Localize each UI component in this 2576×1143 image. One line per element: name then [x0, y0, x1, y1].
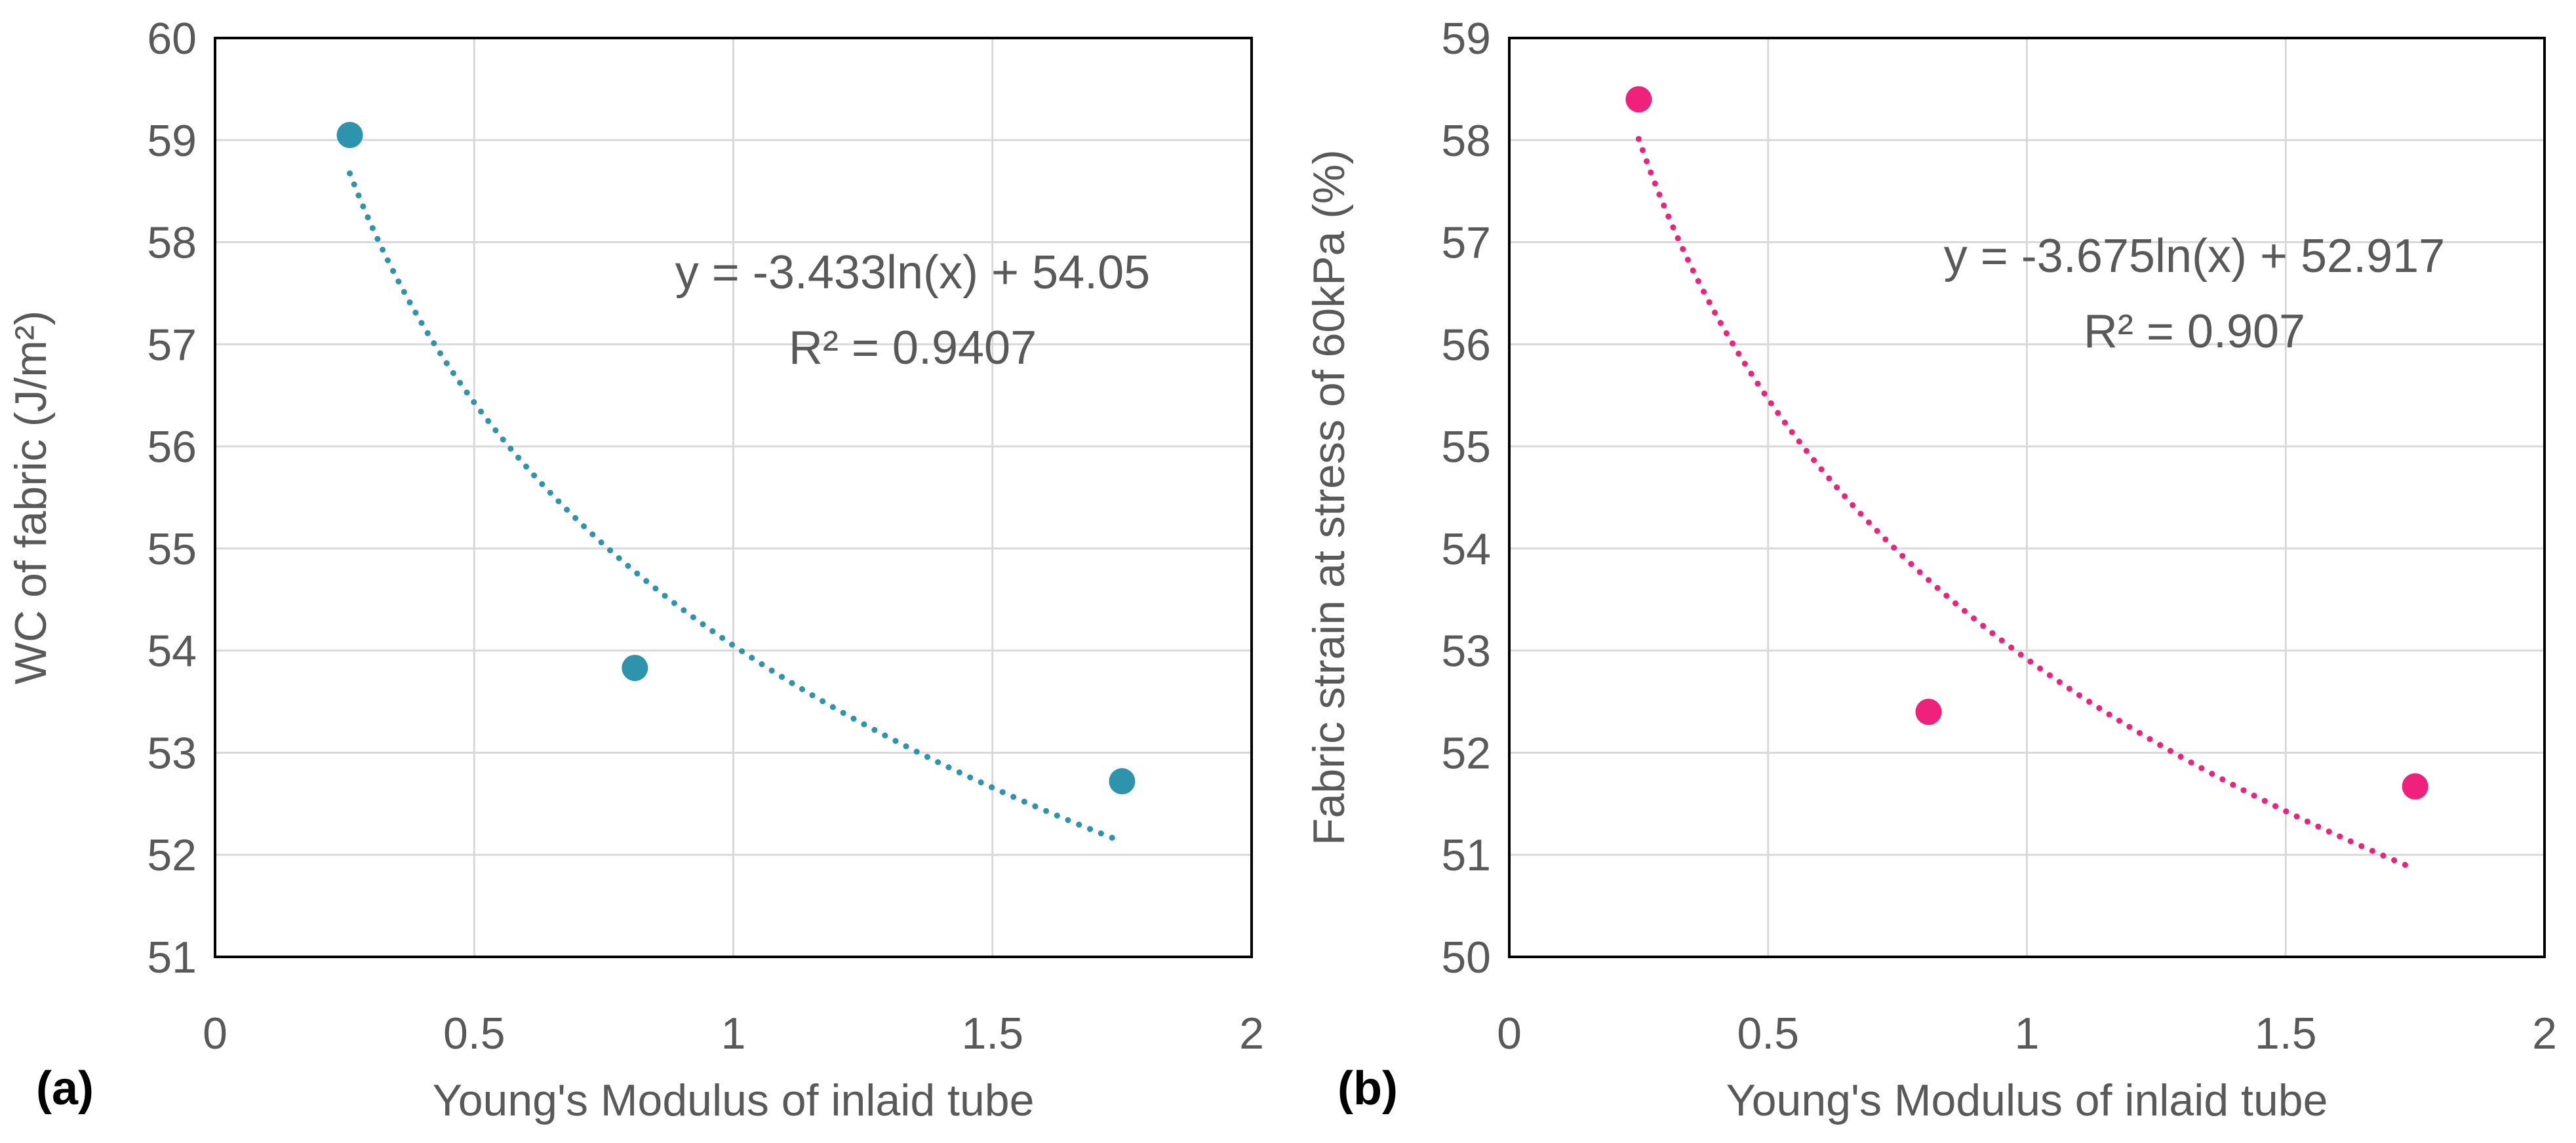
panel-label-b: (b)	[1338, 1062, 1398, 1115]
y-axis-title-b: Fabric strain at stress of 60kPa (%)	[1304, 149, 1354, 845]
y-tick-label: 54	[1441, 524, 1491, 574]
data-point	[1109, 768, 1136, 795]
y-tick-label: 59	[1441, 14, 1491, 64]
y-tick-label: 52	[1441, 728, 1491, 778]
data-point	[2402, 773, 2428, 800]
trendline-b	[1635, 136, 2419, 872]
x-axis-title-a: Young's Modulus of inlaid tube	[433, 1075, 1035, 1125]
data-point	[336, 121, 363, 148]
y-tick-label: 56	[1441, 320, 1491, 370]
plot-area-border-a	[214, 37, 1253, 958]
y-tick-label: 60	[147, 14, 197, 64]
y-tick-label: 59	[147, 116, 197, 166]
x-tick-label: 2	[2532, 1009, 2557, 1058]
x-tick-label: 2	[1239, 1009, 1264, 1058]
y-tick-label: 55	[1441, 422, 1491, 472]
trendline-equation-a: y = -3.433ln(x) + 54.05	[675, 246, 1150, 299]
x-tick-label: 0.5	[1737, 1009, 1799, 1058]
chart-panel-a: 0 0.5 1 1.5 2 51 52 53 54 55 56 57 58 59 60 y = -3.433…	[6, 14, 1264, 1125]
tick-labels-b: 0 0.5 1 1.5 2 50 51 52 53 54 55 56 57 58 59	[1441, 14, 2557, 1058]
data-point	[1915, 699, 1942, 726]
y-tick-label: 51	[147, 933, 197, 982]
chart-panel-b: 0 0.5 1 1.5 2 50 51 52 53 54 55 56 57 58 59 y = -3.675…	[1304, 14, 2557, 1125]
y-tick-label: 54	[147, 627, 197, 676]
y-tick-label: 53	[1441, 627, 1491, 676]
data-point	[622, 655, 648, 682]
x-tick-label: 1	[2015, 1009, 2040, 1058]
y-axis-title-a: WC of fabric (J/m²)	[6, 311, 56, 684]
y-tick-label: 57	[147, 320, 197, 370]
y-tick-label: 57	[1441, 218, 1491, 268]
plot-area-border-b	[1508, 37, 2546, 958]
y-tick-label: 51	[1441, 830, 1491, 880]
tick-labels-a: 0 0.5 1 1.5 2 51 52 53 54 55 56 57 58 59 60	[147, 14, 1264, 1058]
panel-label-a: (a)	[36, 1062, 94, 1115]
y-tick-label: 55	[147, 524, 197, 574]
data-points-b	[1625, 86, 2428, 800]
data-points-a	[336, 121, 1136, 795]
x-tick-label: 1.5	[2255, 1009, 2317, 1058]
x-tick-label: 1.5	[961, 1009, 1023, 1058]
r-squared-a: R² = 0.9407	[789, 322, 1037, 374]
y-tick-label: 58	[1441, 116, 1491, 166]
grid-lines-a	[215, 38, 1252, 957]
y-tick-label: 58	[147, 218, 197, 268]
data-point	[1625, 86, 1652, 113]
y-tick-label: 56	[147, 422, 197, 472]
x-tick-label: 0	[1497, 1009, 1522, 1058]
y-tick-label: 53	[147, 728, 197, 778]
trendline-a	[347, 170, 1125, 845]
trendline-equation-b: y = -3.675ln(x) + 52.917	[1944, 230, 2445, 282]
y-tick-label: 52	[147, 830, 197, 880]
y-tick-label: 50	[1441, 933, 1491, 982]
x-tick-label: 0.5	[443, 1009, 505, 1058]
r-squared-b: R² = 0.907	[2084, 305, 2305, 358]
x-axis-title-b: Young's Modulus of inlaid tube	[1726, 1075, 2328, 1125]
x-tick-label: 0	[203, 1009, 228, 1058]
x-tick-label: 1	[721, 1009, 746, 1058]
grid-lines-b	[1509, 38, 2545, 957]
